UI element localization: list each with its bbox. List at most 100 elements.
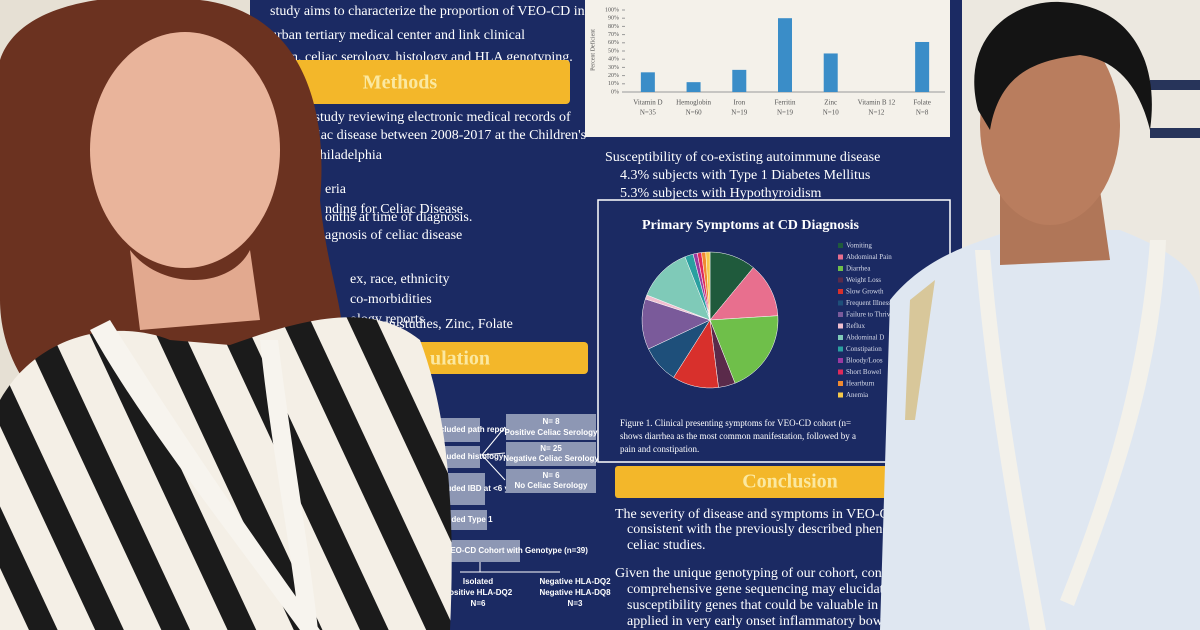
y-tick-label: 40% [608, 57, 619, 63]
pie-caption: shows diarrhea as the most common manife… [620, 431, 856, 441]
bar [732, 69, 747, 92]
conclusion-bar [615, 466, 893, 498]
x-tick-label: Vitamin B 12 [858, 99, 896, 107]
legend-label: Abdominal Pain [846, 253, 892, 261]
legend-swatch [838, 335, 843, 340]
x-tick-label: Iron [733, 99, 745, 107]
pie-slice [709, 315, 779, 384]
legend-swatch [838, 266, 843, 271]
flow-box [440, 540, 520, 562]
woman-lanyard [260, 340, 318, 630]
pie-slice [646, 256, 711, 321]
x-tick-label: Ferritin [775, 99, 796, 107]
poster-charts: Percent Deficient 0% 10% 20% 30% 40% 50% 60% 70%… [589, 7, 945, 399]
legend-label: Bloody/Loos [846, 357, 883, 365]
x-tick-note: N=35 [640, 109, 657, 117]
bar [686, 82, 701, 92]
y-tick-label: 80% [608, 24, 619, 30]
woman-top [0, 317, 452, 630]
flow-box [506, 469, 596, 493]
x-tick-label: Zinc [824, 99, 837, 107]
bar [640, 72, 655, 92]
flow-text: Negative HLA-DQ8 [539, 588, 611, 597]
pie-slice [705, 251, 711, 321]
woman-lanyard [90, 320, 320, 630]
flow-text: Excluded Type 1 [430, 515, 493, 524]
flow-text: Excluded IBD at <6 y of age [430, 484, 535, 493]
y-axis-label: Percent Deficient [589, 29, 596, 71]
x-tick-note: N=19 [777, 109, 794, 117]
legend-swatch [838, 369, 843, 375]
flow-text: Excluded histology [430, 452, 504, 461]
man-lanyard [975, 250, 1046, 630]
flow-box [506, 442, 596, 466]
methods-line: eria [325, 182, 347, 197]
methods-header: Methods [363, 72, 438, 94]
bar [778, 18, 792, 93]
pie-caption: pain and constipation. [620, 444, 699, 454]
legend-label: Heartburn [846, 380, 875, 388]
bar-chart-panel [585, 0, 950, 137]
man-lanyard [1060, 240, 1166, 606]
pie-slice [709, 267, 779, 321]
legend-label: Diarrhea [846, 265, 871, 273]
pie-title: Primary Symptoms at CD Diagnosis [642, 218, 860, 233]
y-tick-label: 50% [608, 48, 619, 54]
legend-label: Reflux [846, 322, 866, 330]
flow-text: VEO-CD Cohort with Genotype (n=39) [445, 546, 588, 555]
flow-text: No Celiac Serology [515, 481, 588, 490]
woman [0, 0, 452, 630]
conclusion-header: Conclusion [742, 471, 838, 493]
flow-box [506, 414, 596, 440]
flow-arrow [460, 562, 560, 573]
intro-line: urban tertiary medical center and link c… [270, 28, 525, 43]
legend-swatch [838, 312, 843, 317]
y-tick-label: 60% [608, 40, 619, 46]
conclusion-line: Given the unique genotyping of our cohor… [615, 566, 889, 581]
x-tick-note: N=19 [731, 109, 748, 117]
y-tick-label: 20% [608, 73, 619, 79]
legend-label: Anemia [846, 391, 869, 399]
x-tick-label: Vitamin D [633, 99, 662, 107]
legend-label: Weight Loss [846, 276, 881, 284]
x-tick-note: N=60 [686, 109, 703, 117]
methods-bar [285, 60, 570, 104]
legend-label: Constipation [846, 345, 882, 353]
flow-text: N= 6 [542, 471, 560, 480]
flow-text: Positive HLA-DQ2 [444, 588, 513, 597]
methods-line: ex, race, ethnicity [350, 272, 450, 287]
legend-label: Failure to Thriv [846, 311, 891, 319]
woman-face [90, 32, 280, 268]
population-bar [410, 342, 588, 374]
population-header: ulation [430, 348, 490, 370]
methods-line: h celiac disease between 2008-2017 at th… [290, 128, 586, 143]
man-hair [974, 1, 1152, 130]
conclusion-line: consistent with the previously described… [627, 522, 914, 537]
flow-text: N=3 [568, 599, 583, 608]
legend-label: Slow Growth [846, 288, 884, 296]
bar [915, 41, 930, 92]
woman-neck [130, 250, 260, 330]
y-tick-label: 10% [608, 81, 619, 87]
y-tick-label: 100% [605, 7, 619, 13]
legend-swatch [838, 277, 843, 283]
legend-swatch [838, 358, 843, 363]
legend-swatch [838, 392, 843, 398]
legend-swatch [838, 254, 843, 260]
flow-text: N= 25 [540, 444, 562, 453]
x-tick-note: N=12 [868, 109, 885, 117]
legend-swatch [838, 323, 843, 329]
legend-label: Abdominal D [846, 334, 884, 342]
y-tick-label: 0% [611, 89, 619, 95]
flow-arrow [481, 426, 506, 481]
legend-swatch [838, 346, 843, 352]
x-tick-label: Hemoglobin [676, 99, 711, 107]
pie-caption: Figure 1. Clinical presenting symptoms f… [620, 418, 851, 428]
methods-line: nding for Celiac Disease [325, 202, 463, 217]
legend-label: Vomiting [846, 242, 872, 250]
legend-swatch [838, 289, 843, 294]
methods-line: Philadelphia [312, 148, 383, 163]
right-poster-bar [1150, 80, 1200, 90]
intro-line: study aims to characterize the proportio… [270, 4, 585, 19]
